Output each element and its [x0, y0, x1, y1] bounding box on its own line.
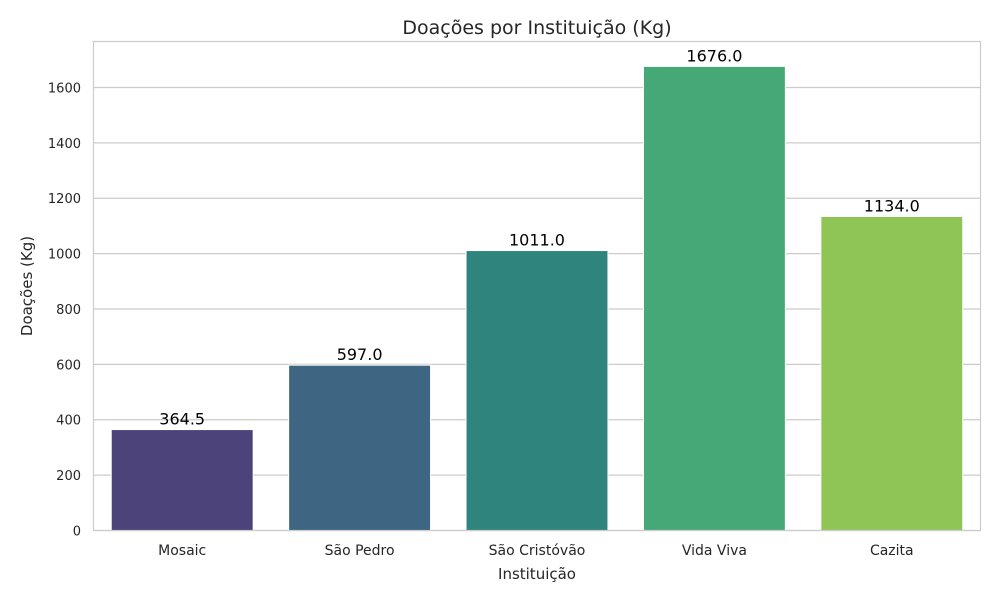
bar [820, 215, 964, 531]
bar [465, 250, 609, 531]
x-tick-labels: Mosaic São Pedro São Cristóvão Vida Viva Caz… [158, 543, 913, 559]
x-tick-label: Mosaic [158, 543, 206, 559]
bar [288, 364, 432, 532]
bar [642, 65, 786, 532]
chart-title: Doações por Instituição (Kg) [402, 17, 671, 39]
x-axis-label: Instituição [498, 565, 576, 583]
plot-frame [92, 40, 982, 532]
y-tick-label: 400 [56, 414, 81, 429]
y-tick-label: 1400 [48, 137, 81, 152]
y-tick-label: 1000 [48, 248, 81, 263]
x-tick-label: Cazita [870, 543, 914, 559]
value-label: 1134.0 [864, 196, 920, 215]
value-label: 597.0 [337, 345, 383, 364]
value-label: 1676.0 [686, 46, 742, 65]
x-tick-label: São Cristóvão [489, 543, 586, 559]
y-tick-label: 1600 [48, 81, 81, 96]
value-label: 364.5 [159, 410, 205, 429]
y-tick-labels: 0 200 400 600 800 1000 1200 1400 1600 [48, 81, 81, 539]
y-tick-label: 200 [56, 469, 81, 484]
value-label: 1011.0 [509, 231, 565, 250]
y-axis-label: Doações (Kg) [18, 236, 36, 336]
y-tick-label: 1200 [48, 192, 81, 207]
y-tick-label: 800 [56, 303, 81, 318]
y-tick-label: 0 [73, 525, 81, 540]
bars [110, 65, 964, 532]
y-tick-label: 600 [56, 358, 81, 373]
value-labels: 364.5 597.0 1011.0 1676.0 1134.0 [159, 46, 919, 428]
bar [110, 429, 254, 532]
x-tick-label: São Pedro [325, 543, 395, 559]
x-tick-label: Vida Viva [682, 543, 747, 559]
